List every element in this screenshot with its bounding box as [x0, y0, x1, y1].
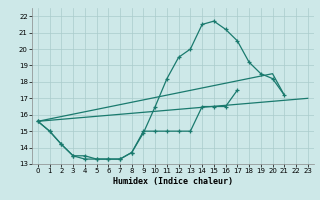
- X-axis label: Humidex (Indice chaleur): Humidex (Indice chaleur): [113, 177, 233, 186]
